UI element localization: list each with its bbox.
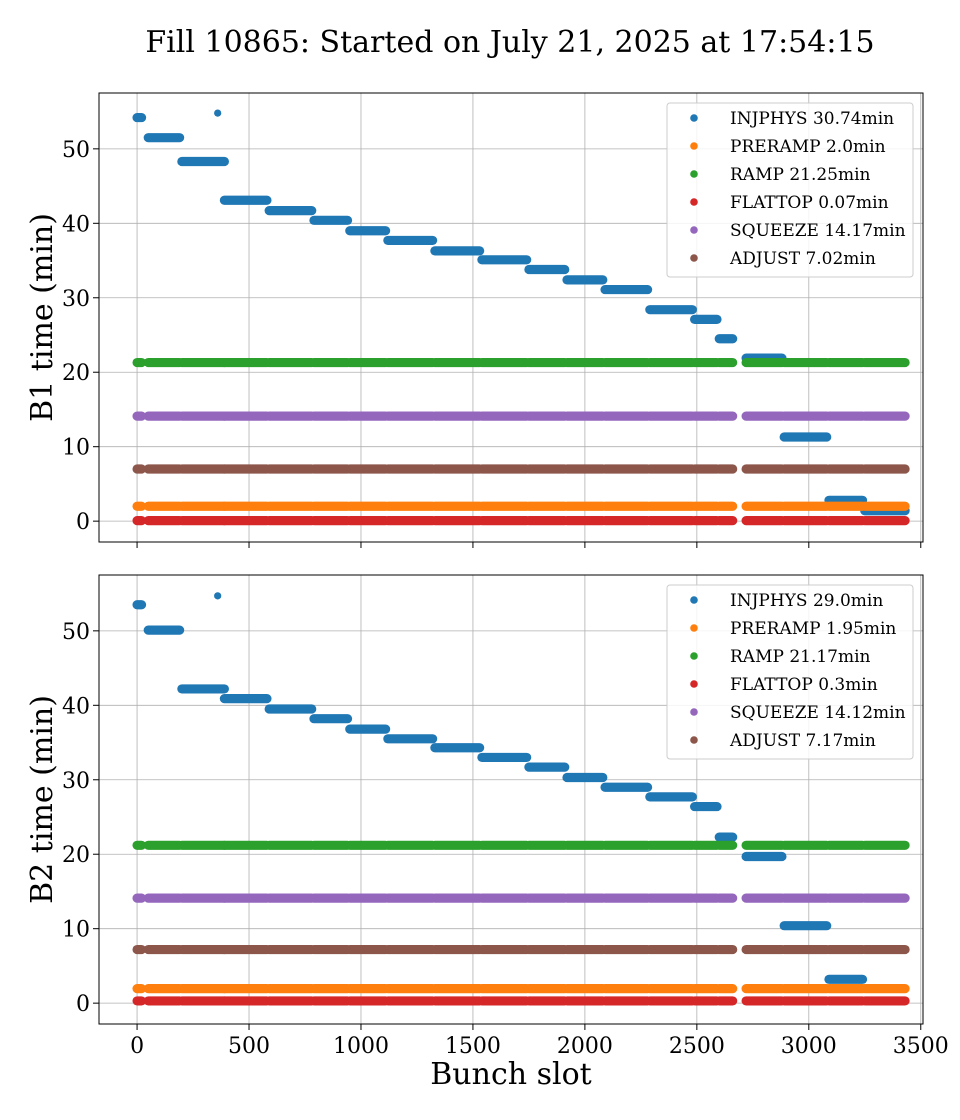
- panel1-y-tick-label-30: 30: [62, 287, 90, 312]
- panel2-x-tick-label-3000: 3000: [781, 1034, 837, 1059]
- panel2-legend-marker-flattop: [690, 680, 698, 688]
- panel2-x-axis-label: Bunch slot: [430, 1057, 591, 1092]
- panel1-legend-marker-injphys: [690, 114, 698, 122]
- panel2-y-tick-label-40: 40: [62, 694, 90, 719]
- panel-b1: 0 10 20 30 40 50 B1 time (min) INJPHYS 30.74min…: [25, 92, 924, 548]
- panel-b2: 0 500 1000 1500 2000 2500 3000 3500 0 10 20 30 40 50 B…: [25, 574, 949, 1092]
- panel2-injphys-point-0: [214, 592, 222, 600]
- panel2-legend-marker-ramp: [690, 652, 698, 660]
- panel1-y-tick-label-20: 20: [62, 361, 90, 386]
- panel2-legend-label-injphys: INJPHYS 29.0min: [730, 591, 883, 611]
- panel1-legend: INJPHYS 30.74min PRERAMP 2.0min RAMP 21.25…: [666, 102, 914, 278]
- panel2-x-tick-label-1500: 1500: [445, 1034, 501, 1059]
- panel2-legend-marker-squeeze: [690, 708, 698, 716]
- panel1-legend-label-adjust: ADJUST 7.02min: [729, 249, 876, 269]
- panel2-x-tick-label-2500: 2500: [669, 1034, 725, 1059]
- panel2-legend-label-ramp: RAMP 21.17min: [730, 647, 871, 667]
- panel2-x-tick-label-0: 0: [130, 1034, 144, 1059]
- panel1-y-tick-label-0: 0: [76, 510, 90, 535]
- panel1-y-axis-label: B1 time (min): [25, 213, 60, 422]
- panel2-x-tick-label-1000: 1000: [333, 1034, 389, 1059]
- panel1-legend-label-ramp: RAMP 21.25min: [730, 165, 871, 185]
- panel2-x-tick-label-500: 500: [228, 1034, 270, 1059]
- panel1-data-marks: [132, 109, 910, 526]
- panel2-legend-marker-preramp: [690, 624, 698, 632]
- panel1-legend-marker-adjust: [690, 254, 698, 262]
- panel2-y-tick-label-0: 0: [76, 992, 90, 1017]
- panel1-legend-label-injphys: INJPHYS 30.74min: [730, 109, 894, 129]
- panel2-series-injphys: [132, 592, 868, 984]
- panel2-x-tick-label-2000: 2000: [557, 1034, 613, 1059]
- panel2-legend-marker-injphys: [690, 596, 698, 604]
- panel2-y-tick-label-30: 30: [62, 769, 90, 794]
- panel2-legend-label-squeeze: SQUEEZE 14.12min: [730, 703, 906, 723]
- panel2-legend-label-preramp: PRERAMP 1.95min: [730, 619, 896, 639]
- panel2-legend: INJPHYS 29.0min PRERAMP 1.95min RAMP 21.17…: [666, 584, 914, 760]
- panel1-legend-label-flattop: FLATTOP 0.07min: [730, 193, 889, 213]
- figure-title: Fill 10865: Started on July 21, 2025 at …: [145, 25, 874, 60]
- panel1-legend-label-preramp: PRERAMP 2.0min: [730, 137, 886, 157]
- panel2-legend-label-flattop: FLATTOP 0.3min: [730, 675, 878, 695]
- panel2-y-tick-label-50: 50: [62, 620, 90, 645]
- panel1-legend-marker-squeeze: [690, 226, 698, 234]
- panel1-legend-marker-ramp: [690, 170, 698, 178]
- panel2-legend-box: [666, 584, 914, 760]
- panel1-injphys-point-0: [214, 109, 222, 117]
- panel2-axes-frame: [98, 574, 924, 1025]
- panel1-axes-frame: [98, 92, 924, 543]
- panel1-y-tick-label-40: 40: [62, 212, 90, 237]
- panel1-legend-marker-preramp: [690, 142, 698, 150]
- panel2-y-axis-label: B2 time (min): [25, 695, 60, 904]
- panel1-legend-marker-flattop: [690, 198, 698, 206]
- panel1-y-tick-label-10: 10: [62, 436, 90, 461]
- panel2-y-tick-label-10: 10: [62, 918, 90, 943]
- panel1-y-tick-label-50: 50: [62, 138, 90, 163]
- panel2-legend-marker-adjust: [690, 736, 698, 744]
- panel2-legend-label-adjust: ADJUST 7.17min: [729, 731, 876, 751]
- panel2-data-marks: [132, 592, 910, 1006]
- panel1-legend-box: [666, 102, 914, 278]
- panel2-y-tick-label-20: 20: [62, 843, 90, 868]
- panel1-legend-label-squeeze: SQUEEZE 14.17min: [730, 221, 906, 241]
- panel2-x-tick-label-3500: 3500: [893, 1034, 949, 1059]
